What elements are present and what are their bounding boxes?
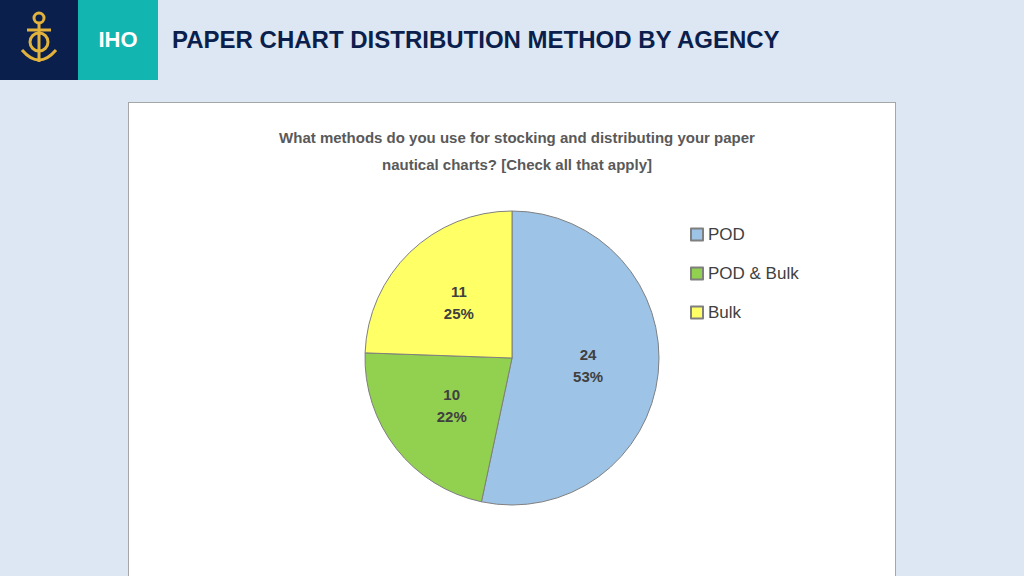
svg-text:10: 10 xyxy=(443,386,460,403)
svg-text:53%: 53% xyxy=(573,368,603,385)
svg-text:Bulk: Bulk xyxy=(708,303,742,322)
html-text:PAPER CHART DISTRIBUTION METHO: PAPER CHART DISTRIBUTION METHOD BY AGENC… xyxy=(172,26,780,53)
html-text:IHO: IHO xyxy=(98,27,138,52)
svg-text:POD & Bulk: POD & Bulk xyxy=(708,264,799,283)
svg-text:25%: 25% xyxy=(444,305,474,322)
svg-text:22%: 22% xyxy=(437,408,467,425)
svg-text:11: 11 xyxy=(451,283,467,300)
svg-text:nautical charts? [Check all th: nautical charts? [Check all that apply] xyxy=(382,156,652,173)
svg-text:What methods do you use for st: What methods do you use for stocking and… xyxy=(279,129,755,146)
svg-text:POD: POD xyxy=(708,225,745,244)
svg-text:24: 24 xyxy=(580,346,597,363)
